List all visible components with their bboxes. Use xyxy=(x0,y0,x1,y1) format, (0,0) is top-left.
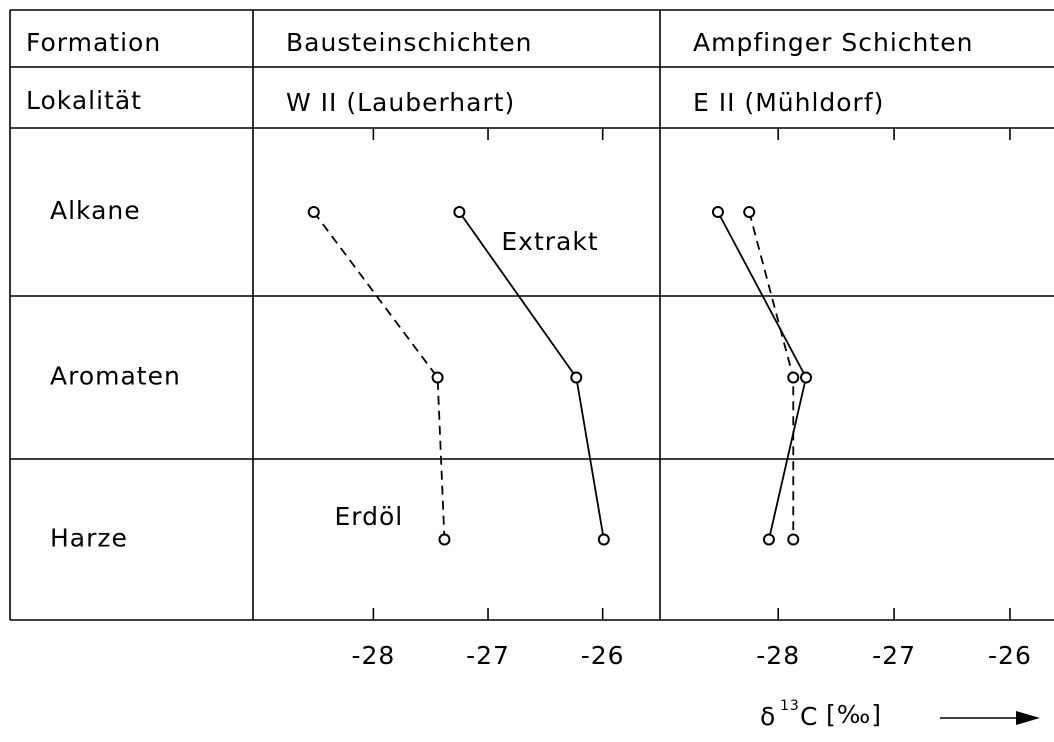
point xyxy=(453,206,466,218)
series-label: Erdöl xyxy=(334,502,403,531)
x-axis-title: δ 13 C [‰] xyxy=(760,698,1040,731)
series-line xyxy=(748,211,795,540)
axis-arrowhead xyxy=(1016,711,1040,725)
formation: Ampfinger Schichten xyxy=(693,28,973,57)
x-tick-label: -28 xyxy=(756,641,800,670)
point xyxy=(787,371,800,384)
point xyxy=(597,533,610,546)
x-tick-label: -26 xyxy=(988,641,1032,670)
point xyxy=(431,371,444,384)
series-line xyxy=(313,211,446,540)
formation: Bausteinschichten xyxy=(286,28,533,57)
row-label: Harze xyxy=(50,524,128,553)
point xyxy=(743,206,756,218)
series-line xyxy=(458,211,605,540)
locality: E II (Mühldorf) xyxy=(693,88,884,117)
x-tick-label: -28 xyxy=(351,641,395,670)
x-tick-label: -27 xyxy=(466,641,510,670)
point xyxy=(762,533,775,546)
row-label: Alkane xyxy=(50,196,141,225)
formation-label: Formation xyxy=(26,28,161,57)
series-label: Extrakt xyxy=(501,227,598,256)
x-tick-label: -27 xyxy=(872,641,916,670)
locality: W II (Lauberhart) xyxy=(286,88,515,117)
point xyxy=(787,533,800,546)
axis-symbol: δ xyxy=(760,702,776,731)
axis-superscript: 13 xyxy=(780,698,800,714)
point xyxy=(570,371,583,384)
axis-bracket: [‰] xyxy=(826,700,882,729)
x-tick-label: -26 xyxy=(581,641,625,670)
point xyxy=(711,206,724,218)
locality-label: Lokalität xyxy=(26,86,142,115)
point xyxy=(800,371,813,384)
point xyxy=(438,533,451,546)
axis-unit: C xyxy=(800,702,818,731)
row-label: Aromaten xyxy=(50,362,181,391)
point xyxy=(307,206,320,218)
